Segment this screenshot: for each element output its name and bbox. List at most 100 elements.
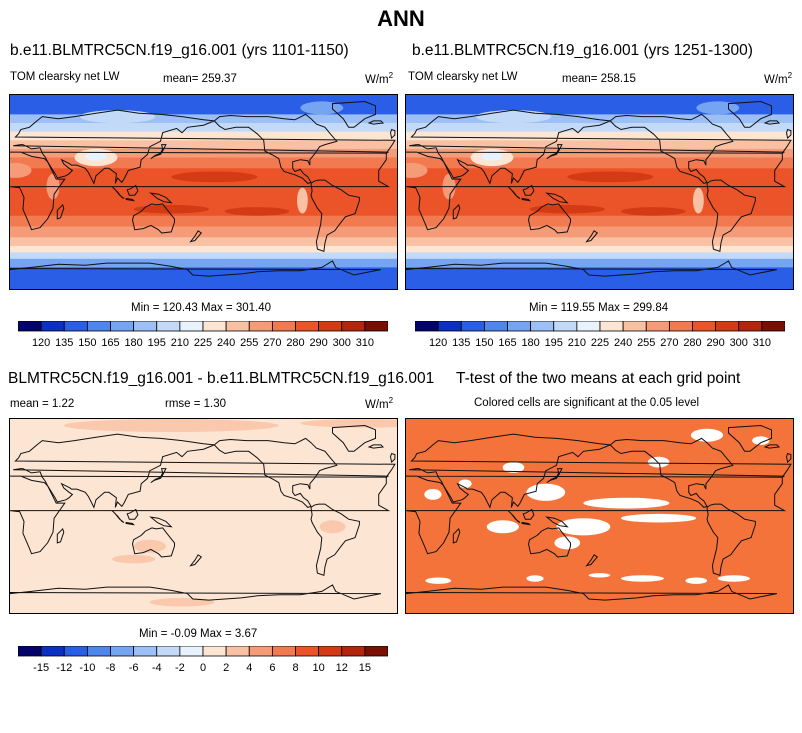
field-feature-0 <box>567 171 654 183</box>
coastline-6 <box>406 584 777 601</box>
coastline-7 <box>546 468 563 484</box>
coastline-14 <box>189 230 203 243</box>
coastline-5 <box>332 424 376 452</box>
colorbar-swatch-14 <box>341 320 366 332</box>
colorbar-swatch-9 <box>622 320 647 332</box>
colorbar-label-7: 225 <box>591 337 609 349</box>
coastline-10 <box>111 186 125 199</box>
coastline-13 <box>149 192 173 204</box>
colorbar-swatch-11 <box>668 320 693 332</box>
panel3-rmse: rmse = 1.30 <box>165 398 227 410</box>
colorbar-swatch-0 <box>17 320 42 332</box>
panel2-mean: mean= 258.15 <box>562 73 636 85</box>
field-band-2 <box>10 123 397 133</box>
coastline-9 <box>452 527 461 544</box>
field-band-11 <box>10 245 397 253</box>
field-diff <box>10 419 397 613</box>
coastline-13 <box>545 192 569 204</box>
panel1-colorbar: 120 135 150 165 180 195 210 225 240 255 270 280 290 3… <box>17 320 389 354</box>
field-p2 <box>406 95 793 289</box>
colorbar-swatch-11 <box>271 320 296 332</box>
coastline-1 <box>13 109 396 185</box>
field-band-12 <box>406 252 793 260</box>
coastline-12 <box>522 184 535 196</box>
insignificant-region-5 <box>486 520 519 534</box>
field-band-10 <box>406 237 793 247</box>
colorbar-label-1: -12 <box>56 662 72 674</box>
coastline-4 <box>213 113 338 184</box>
insignificant-region-16 <box>717 575 750 582</box>
field-band-14 <box>406 267 793 289</box>
coastline-2 <box>131 527 175 558</box>
coastline-14 <box>585 230 599 243</box>
panel3-title: BLMTRC5CN.f19_g16.001 - b.e11.BLMTRC5CN.… <box>8 370 435 387</box>
colorbar-label-10: 270 <box>660 337 678 349</box>
colorbar-label-14: 15 <box>359 662 371 674</box>
colorbar-label-4: 180 <box>521 337 539 349</box>
colorbar-swatch-12 <box>692 320 717 332</box>
colorbar-swatch-7 <box>179 320 204 332</box>
colorbar-swatch-7 <box>576 320 601 332</box>
panel1-title: b.e11.BLMTRC5CN.f19_g16.001 (yrs 1101-11… <box>10 42 349 59</box>
colorbar-label-2: 150 <box>78 337 96 349</box>
panel1-variable: TOM clearsky net LW <box>10 71 120 83</box>
colorbar-label-13: 300 <box>730 337 748 349</box>
colorbar-label-9: 255 <box>240 337 258 349</box>
panel2-units: W/m2 <box>764 71 793 86</box>
colorbar-swatch-13 <box>318 320 343 332</box>
insignificant-region-8 <box>690 428 724 442</box>
colorbar-swatch-8 <box>202 645 227 657</box>
insignificant-region-11 <box>502 462 525 473</box>
coastline-1 <box>409 109 792 185</box>
field-band-11 <box>406 245 793 253</box>
colorbar-swatch-13 <box>715 320 740 332</box>
colorbar-label-13: 12 <box>336 662 348 674</box>
field-feature-2 <box>620 207 686 216</box>
colorbar-swatch-13 <box>318 645 343 657</box>
colorbar-swatch-8 <box>599 320 624 332</box>
insignificant-region-7 <box>458 479 472 488</box>
colorbar-swatch-2 <box>460 320 485 332</box>
coastline-3 <box>310 179 360 252</box>
field-band-0 <box>406 419 793 613</box>
coastline-8 <box>785 128 792 140</box>
colorbar-label-5: 195 <box>148 337 166 349</box>
insignificant-region-1 <box>583 497 670 509</box>
colorbar-label-10: 270 <box>263 337 281 349</box>
colorbar-swatch-2 <box>63 320 88 332</box>
coastlines <box>406 424 792 601</box>
coastline-2 <box>131 203 175 234</box>
coastline-6 <box>406 260 777 277</box>
colorbar-label-12: 290 <box>309 337 327 349</box>
coastline-14 <box>585 554 599 567</box>
colorbar-label-11: 8 <box>292 662 298 674</box>
field-feature-5 <box>693 187 704 214</box>
colorbar-swatch-5 <box>133 320 158 332</box>
field-band-8 <box>406 215 793 228</box>
colorbar-label-4: 180 <box>124 337 142 349</box>
colorbar-label-3: 165 <box>101 337 119 349</box>
coastlines <box>406 100 792 277</box>
colorbar-label-7: 225 <box>194 337 212 349</box>
colorbar-swatch-11 <box>271 645 296 657</box>
colorbar-swatch-5 <box>133 645 158 657</box>
field-feature-1 <box>529 204 605 214</box>
insignificant-region-10 <box>647 456 670 468</box>
field-band-10 <box>10 237 397 247</box>
coastline-6 <box>10 584 381 601</box>
colorbar-swatch-10 <box>248 645 273 657</box>
coastline-9 <box>452 203 461 220</box>
panel2-variable: TOM clearsky net LW <box>408 71 518 83</box>
field-feature-1 <box>133 204 209 214</box>
coastline-3 <box>706 179 756 252</box>
field-band-14 <box>10 267 397 289</box>
field-band-4 <box>10 140 397 150</box>
colorbar-label-6: -2 <box>175 662 185 674</box>
coastline-4 <box>609 113 734 184</box>
coastline-11 <box>521 197 532 202</box>
coastline-4 <box>609 437 734 508</box>
field-significance <box>406 419 793 613</box>
panel3-minmax: Min = -0.09 Max = 3.67 <box>139 628 258 640</box>
field-band-3 <box>406 131 793 141</box>
panel4-map <box>405 418 794 614</box>
